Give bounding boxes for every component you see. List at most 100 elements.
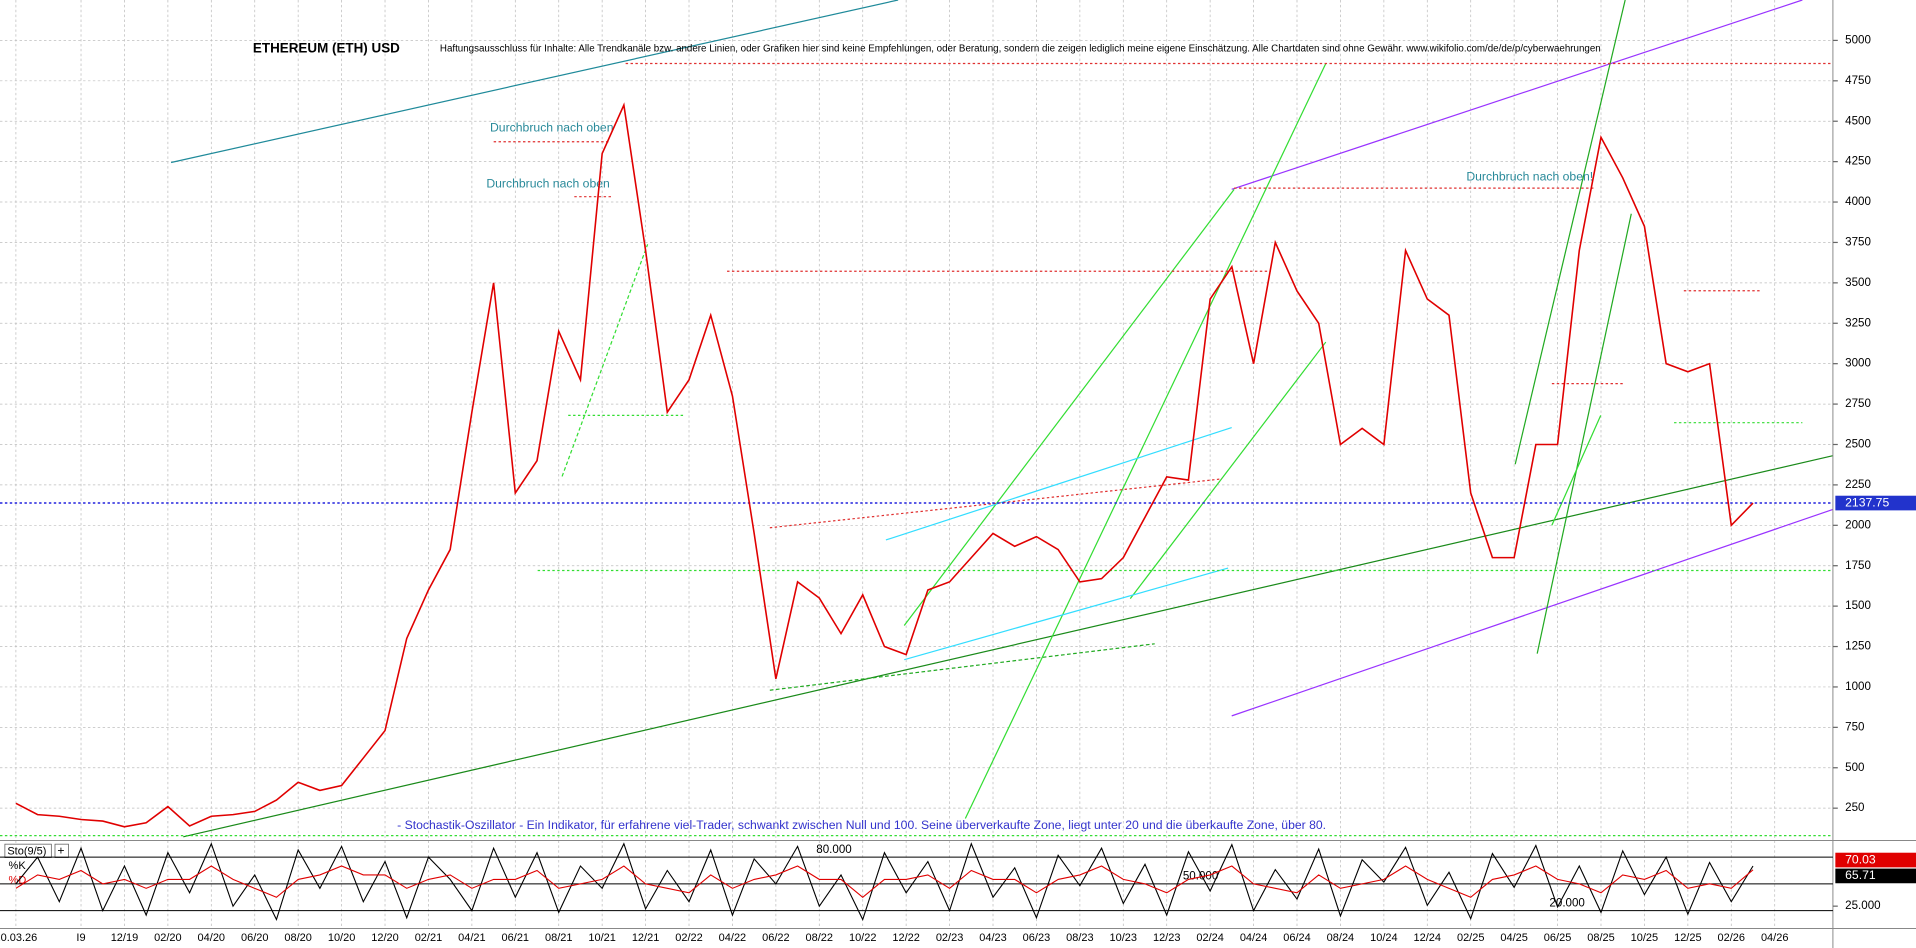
x-tick-label: 06/21 <box>502 932 530 944</box>
y-tick-label: 3000 <box>1845 357 1871 370</box>
y-tick-label: 4250 <box>1845 155 1871 168</box>
trendlines <box>0 0 1834 838</box>
legend-label: %D <box>9 875 27 887</box>
chart-title: ETHEREUM (ETH) USD <box>253 40 400 55</box>
trendline <box>1536 213 1632 654</box>
x-tick-label: 08/22 <box>806 932 834 944</box>
level-label: 80.000 <box>816 843 851 856</box>
price-box <box>1835 495 1916 511</box>
y-tick-label: 2750 <box>1845 397 1871 410</box>
x-tick-label: 04/23 <box>979 932 1007 944</box>
x-tick-label: 10/22 <box>849 932 877 944</box>
subtitle: Haftungsausschluss für Inhalte: Alle Tre… <box>440 43 1601 54</box>
x-tick-label: 12/20 <box>371 932 399 944</box>
y-tick-label: 750 <box>1845 720 1864 733</box>
value-label: 65.71 <box>1845 868 1876 882</box>
x-tick-label: 04/21 <box>458 932 486 944</box>
trendline <box>1129 341 1327 599</box>
x-tick-label: 20.03.26 <box>0 932 37 944</box>
y-tick-label: 2000 <box>1845 518 1871 531</box>
trendline <box>904 567 1229 661</box>
y-tick-label: 500 <box>1845 761 1864 774</box>
y-tick-label: 4500 <box>1845 114 1871 127</box>
indicator-title: Sto(9/5) <box>7 845 46 857</box>
trendline <box>1231 0 1803 190</box>
x-tick-label: I9 <box>76 932 85 944</box>
trendline <box>561 244 649 477</box>
x-tick-label: 02/24 <box>1196 932 1224 944</box>
x-tick-label: 08/21 <box>545 932 573 944</box>
level-label: 50.000 <box>1183 870 1218 883</box>
x-tick-label: 12/22 <box>892 932 920 944</box>
y-tick-label: 250 <box>1845 801 1864 814</box>
y-tick-label: 2500 <box>1845 438 1871 451</box>
value-label: 70.03 <box>1845 852 1876 866</box>
series-line <box>15 865 1754 898</box>
x-tick-label: 06/24 <box>1283 932 1311 944</box>
y-tick-label: 4000 <box>1845 195 1871 208</box>
x-tick-label: 10/20 <box>328 932 356 944</box>
trendline <box>885 426 1232 541</box>
x-tick-label: 02/20 <box>154 932 182 944</box>
annotation: Durchbruch nach oben <box>486 177 609 191</box>
y-tick-label: 1000 <box>1845 680 1871 693</box>
x-tick-label: 10/21 <box>588 932 616 944</box>
y-tick-label: 1750 <box>1845 559 1871 572</box>
x-tick-label: 06/20 <box>241 932 269 944</box>
x-tick-label: 12/24 <box>1414 932 1442 944</box>
y-tick-label: 1250 <box>1845 640 1871 653</box>
trendline <box>903 188 1235 626</box>
x-tick-label: 02/22 <box>675 932 703 944</box>
value-box <box>1835 868 1916 884</box>
x-tick-label: 06/22 <box>762 932 790 944</box>
y-tick-label: 3250 <box>1845 316 1871 329</box>
x-tick-label: 02/21 <box>415 932 443 944</box>
indicator-box <box>4 843 52 858</box>
x-tick-label: 02/23 <box>936 932 964 944</box>
trendline <box>170 0 899 164</box>
trendline <box>964 63 1327 819</box>
x-tick-label: 04/25 <box>1500 932 1528 944</box>
y-tick-label: 25.000 <box>1845 899 1880 912</box>
value-box <box>1835 852 1916 868</box>
x-tick-label: 04/22 <box>719 932 747 944</box>
x-tick-label: 06/23 <box>1023 932 1051 944</box>
x-tick-label: 10/24 <box>1370 932 1398 944</box>
annotation: Durchbruch nach oben! <box>1466 169 1593 183</box>
x-tick-label: 02/25 <box>1457 932 1485 944</box>
trendline <box>183 455 1834 838</box>
x-tick-label: 04/24 <box>1240 932 1268 944</box>
x-tick-label: 12/25 <box>1674 932 1702 944</box>
x-tick-label: 04/26 <box>1761 932 1789 944</box>
y-tick-label: 2250 <box>1845 478 1871 491</box>
x-tick-label: 08/20 <box>284 932 312 944</box>
expand-button[interactable] <box>54 843 69 858</box>
legend-label: %K <box>9 860 27 872</box>
y-tick-label: 5000 <box>1845 33 1871 46</box>
x-tick-label: 08/23 <box>1066 932 1094 944</box>
trendline <box>1514 0 1626 465</box>
trendline <box>1231 508 1834 717</box>
trendline <box>1551 415 1602 526</box>
annotation: Durchbruch nach oben <box>490 120 613 134</box>
price-label: 2137.75 <box>1845 495 1889 509</box>
y-tick-label: 1500 <box>1845 599 1871 612</box>
x-tick-label: 10/25 <box>1631 932 1659 944</box>
series-line <box>15 842 1754 922</box>
expand-icon: + <box>57 844 64 858</box>
y-tick-label: 3750 <box>1845 236 1871 249</box>
x-tick-label: 12/19 <box>111 932 139 944</box>
annotation: - Stochastik-Oszillator - Ein Indikator,… <box>397 818 1326 832</box>
y-tick-label: 3500 <box>1845 276 1871 289</box>
x-tick-label: 10/23 <box>1110 932 1138 944</box>
series-line <box>15 102 1754 828</box>
x-tick-label: 04/20 <box>198 932 226 944</box>
grid <box>0 0 1833 929</box>
y-tick-label: 4750 <box>1845 74 1871 87</box>
trendline <box>769 643 1155 691</box>
x-tick-label: 02/26 <box>1718 932 1746 944</box>
x-tick-label: 06/25 <box>1544 932 1572 944</box>
x-tick-label: 12/21 <box>632 932 660 944</box>
